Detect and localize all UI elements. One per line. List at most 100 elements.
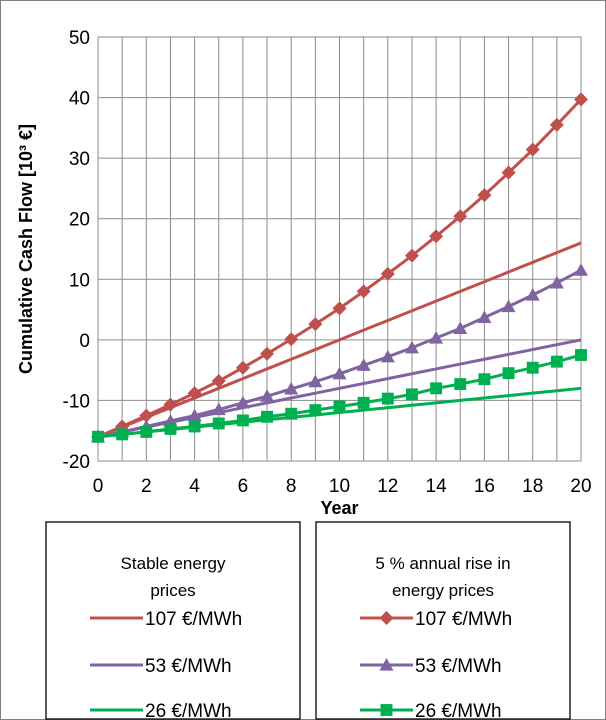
- y-tick-label: 40: [69, 89, 90, 110]
- x-tick-label: 14: [426, 476, 448, 497]
- triangle-marker: [187, 408, 202, 422]
- square-marker: [478, 373, 491, 386]
- diamond-marker: [284, 332, 299, 347]
- triangle-marker: [235, 395, 250, 409]
- triangle-marker: [211, 402, 226, 416]
- legend-box: [45, 521, 301, 720]
- triangle-marker: [260, 389, 275, 402]
- diamond-marker: [187, 386, 202, 401]
- diamond-marker: [356, 284, 371, 299]
- square-marker: [285, 407, 298, 420]
- square-marker: [236, 414, 249, 427]
- square-marker: [309, 404, 322, 417]
- square-marker: [188, 420, 201, 433]
- legend-label: 26 €/MWh: [145, 701, 232, 720]
- legend-heading: Stable energy: [121, 554, 226, 573]
- y-tick-label: 50: [69, 28, 90, 49]
- square-marker: [526, 361, 539, 374]
- legend-entry: 53 €/MWh: [90, 656, 232, 677]
- triangle-marker: [574, 263, 588, 276]
- diamond-marker: [308, 317, 323, 332]
- diamond-marker: [211, 374, 226, 389]
- x-tick-label: 4: [189, 476, 200, 497]
- triangle-marker: [501, 299, 516, 313]
- x-tick-label: 18: [522, 476, 543, 497]
- x-tick-label: 2: [141, 476, 152, 497]
- diamond-marker: [429, 229, 444, 244]
- square-marker: [381, 392, 394, 405]
- square-marker: [333, 400, 346, 413]
- diamond-marker: [235, 360, 250, 375]
- x-tick-label: 12: [377, 476, 398, 497]
- diamond-marker: [163, 397, 178, 412]
- legend-heading: prices: [150, 581, 195, 600]
- square-marker: [406, 388, 418, 401]
- legend-label: 53 €/MWh: [415, 656, 502, 677]
- triangle-marker: [525, 288, 540, 301]
- y-tick-label: 10: [69, 270, 90, 291]
- triangle-marker: [284, 381, 299, 395]
- triangle-marker: [404, 340, 419, 354]
- legend-entry: 107 €/MWh: [360, 609, 512, 630]
- legend-label: 107 €/MWh: [145, 609, 242, 630]
- tick-labels: -20 -10 0 10 20 30 40 50 0 2 4 6 8 10 12 14 16 18 20: [63, 28, 592, 497]
- square-marker: [212, 417, 225, 430]
- diamond-marker: [260, 346, 275, 361]
- series-rising-square: [92, 349, 587, 443]
- square-marker: [454, 378, 467, 391]
- diamond-marker: [549, 117, 564, 132]
- triangle-marker: [429, 331, 444, 344]
- square-marker: [92, 430, 104, 443]
- square-marker: [550, 355, 563, 368]
- diamond-marker: [477, 188, 492, 203]
- diamond-marker: [379, 611, 394, 625]
- square-marker: [116, 428, 129, 441]
- y-tick-label: -10: [63, 391, 90, 412]
- square-marker: [164, 422, 177, 435]
- square-marker: [140, 425, 153, 438]
- x-tick-label: 10: [329, 476, 350, 497]
- diamond-marker: [453, 209, 468, 224]
- triangle-marker: [549, 275, 564, 289]
- legend-entry: 107 €/MWh: [90, 609, 242, 630]
- legend-heading: 5 % annual rise in: [375, 554, 510, 573]
- legend-entry: 26 €/MWh: [360, 701, 502, 720]
- legend-label: 53 €/MWh: [145, 656, 232, 677]
- diamond-marker: [380, 266, 395, 281]
- x-tick-label: 20: [570, 476, 591, 497]
- series-lines: [91, 92, 588, 444]
- plot-area-border: [97, 36, 582, 462]
- x-tick-label: 8: [286, 476, 297, 497]
- square-marker: [575, 349, 587, 361]
- diamond-marker: [139, 408, 154, 423]
- y-tick-label: -20: [63, 452, 90, 473]
- legend: Stable energy prices 5 % annual rise in ene…: [45, 521, 571, 720]
- triangle-marker: [308, 374, 323, 388]
- series-line: [97, 241, 582, 439]
- square-marker: [430, 382, 443, 395]
- diamond-marker: [404, 248, 419, 263]
- diamond-marker: [501, 165, 516, 180]
- diamond-marker: [332, 301, 347, 316]
- x-tick-label: 16: [474, 476, 495, 497]
- triangle-marker: [453, 321, 468, 334]
- square-marker: [380, 704, 393, 716]
- y-axis-title: Cumulative Cash Flow [10³ €]: [16, 124, 36, 374]
- series-rising-diamond: [91, 92, 588, 444]
- gridlines: [97, 36, 582, 462]
- triangle-marker: [332, 366, 347, 380]
- x-axis-title: Year: [320, 498, 358, 518]
- triangle-marker: [380, 349, 395, 363]
- x-tick-label: 0: [93, 476, 104, 497]
- legend-heading: energy prices: [392, 581, 494, 600]
- diamond-marker: [525, 142, 540, 157]
- series-stable-none: [97, 241, 582, 439]
- legend-entry: 26 €/MWh: [90, 701, 232, 720]
- legend-label: 26 €/MWh: [415, 701, 502, 720]
- triangle-marker: [379, 658, 394, 671]
- y-tick-label: 30: [69, 149, 90, 170]
- y-tick-label: 0: [79, 331, 90, 352]
- legend-entry: 53 €/MWh: [360, 656, 502, 677]
